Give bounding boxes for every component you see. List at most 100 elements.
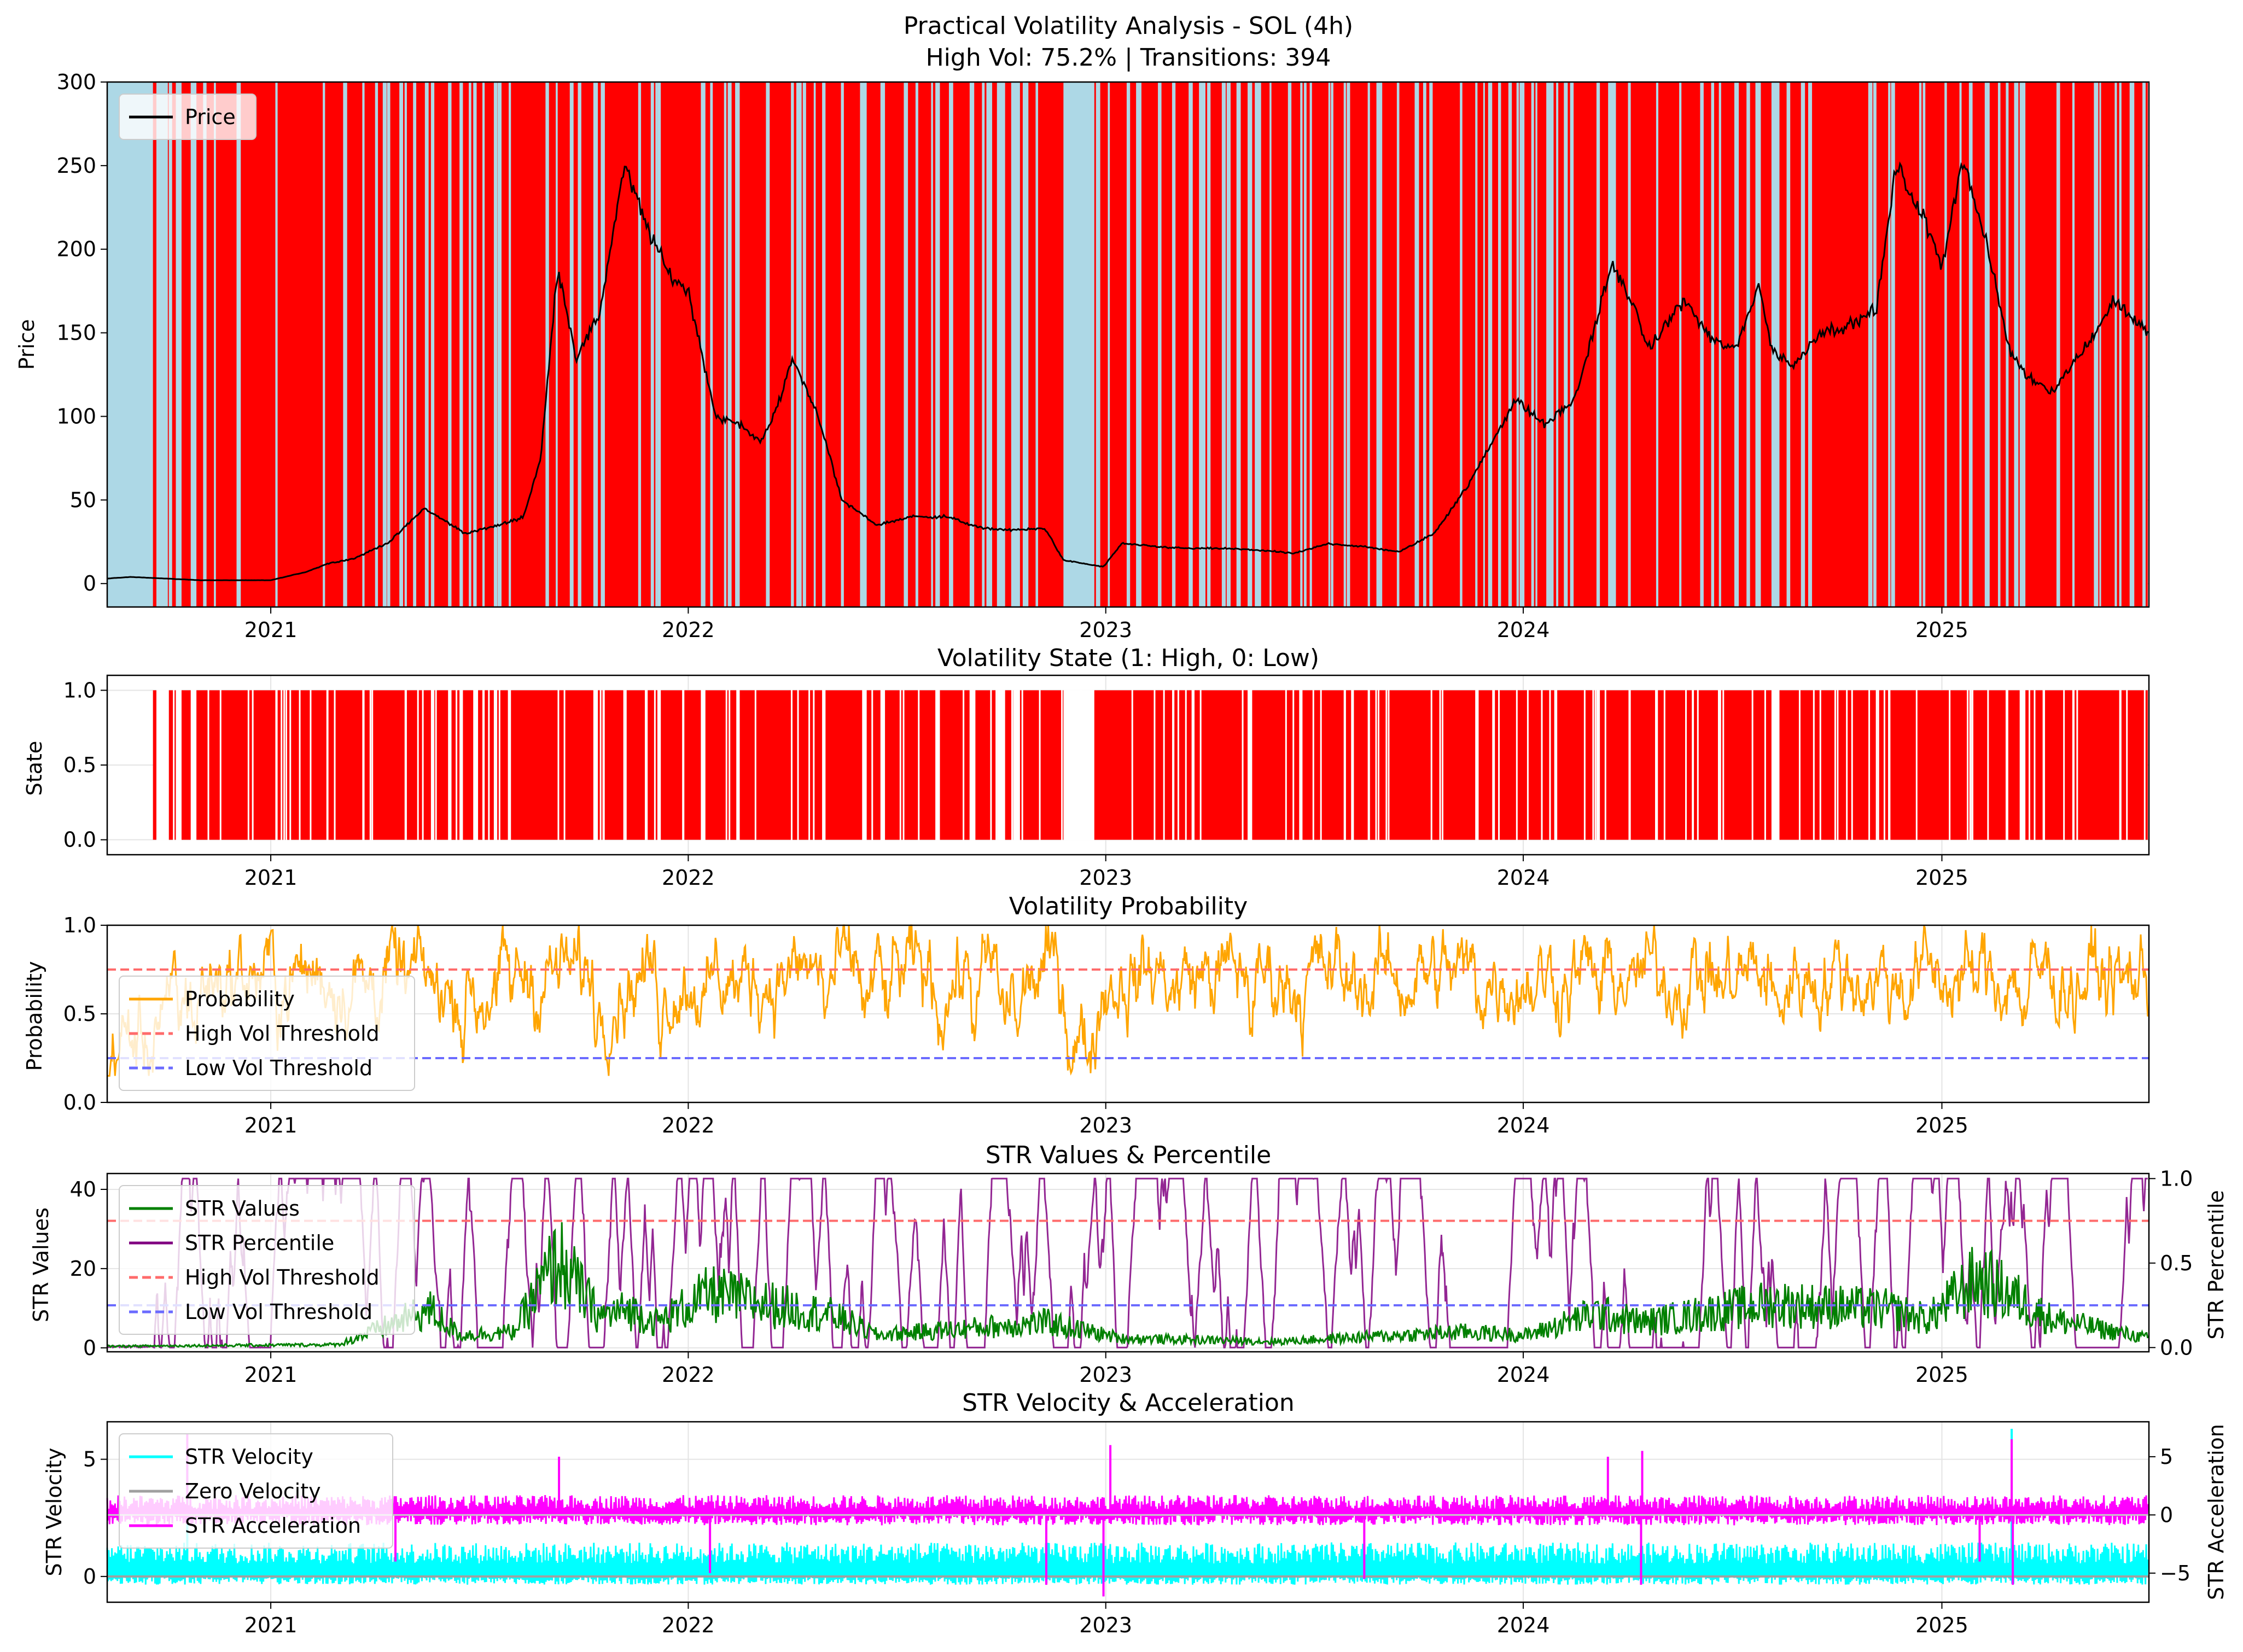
low-vol-flicker bbox=[710, 82, 713, 607]
low-state-flicker bbox=[508, 690, 510, 840]
low-state-flicker bbox=[1697, 690, 1699, 840]
low-vol-flicker bbox=[1755, 82, 1758, 607]
low-state-flicker bbox=[1242, 690, 1244, 840]
high-vol-span bbox=[181, 82, 191, 607]
high-vol-span bbox=[485, 82, 494, 607]
y-tick-label: 1.0 bbox=[63, 913, 96, 937]
low-state-flicker bbox=[654, 690, 656, 840]
low-state-flicker bbox=[326, 690, 328, 840]
low-state-flicker bbox=[813, 690, 815, 840]
low-vol-flicker bbox=[1613, 82, 1616, 607]
low-state-gap bbox=[1969, 690, 1972, 840]
low-vol-flicker bbox=[1808, 82, 1813, 607]
low-state-gap bbox=[493, 690, 498, 840]
state-shading bbox=[107, 82, 2148, 607]
x-tick-label: 2022 bbox=[662, 1363, 715, 1387]
low-state-flicker bbox=[1549, 690, 1551, 840]
low-vol-flicker bbox=[1570, 82, 1574, 607]
low-vol-flicker bbox=[1498, 82, 1501, 607]
high-vol-span bbox=[705, 82, 737, 607]
low-vol-flicker bbox=[860, 82, 863, 607]
high-vol-span bbox=[661, 82, 701, 607]
low-state-flicker bbox=[2063, 690, 2065, 840]
low-state-flicker bbox=[310, 690, 312, 840]
low-vol-flicker bbox=[1612, 82, 1615, 607]
low-state-flicker bbox=[683, 690, 685, 840]
low-vol-flicker bbox=[1891, 82, 1895, 607]
low-state-flicker bbox=[252, 690, 254, 840]
low-state-gap bbox=[1628, 690, 1631, 840]
low-vol-flicker bbox=[556, 82, 558, 607]
legend-label: Price bbox=[185, 105, 236, 129]
x-tick-label: 2022 bbox=[662, 866, 715, 890]
low-state-flicker bbox=[808, 690, 811, 840]
low-vol-flicker bbox=[813, 82, 816, 607]
legend-box bbox=[119, 94, 257, 140]
low-vol-flicker bbox=[545, 82, 549, 607]
low-vol-flicker bbox=[1022, 82, 1027, 607]
high-vol-span bbox=[1174, 82, 1248, 607]
low-vol-flicker bbox=[1788, 82, 1791, 607]
low-state-flicker bbox=[2143, 690, 2146, 840]
low-state-flicker bbox=[1185, 690, 1187, 840]
x-tick-label: 2022 bbox=[662, 1113, 715, 1137]
low-vol-flicker bbox=[1700, 82, 1704, 607]
legend-label: STR Velocity bbox=[185, 1445, 313, 1469]
low-state-flicker bbox=[1685, 690, 1687, 840]
low-vol-flicker bbox=[1331, 82, 1333, 607]
low-vol-flicker bbox=[1199, 82, 1203, 607]
low-vol-flicker bbox=[1746, 82, 1749, 607]
low-vol-flicker bbox=[1126, 82, 1131, 607]
str-values-line bbox=[106, 1222, 2149, 1349]
low-vol-flicker bbox=[797, 82, 802, 607]
low-state-flicker bbox=[1966, 690, 1968, 840]
high-vol-span bbox=[974, 82, 998, 607]
high-vol-span bbox=[196, 82, 276, 607]
low-vol-flicker bbox=[1011, 82, 1013, 607]
low-vol-flicker bbox=[399, 82, 403, 607]
y-tick-label: 0 bbox=[83, 1565, 96, 1589]
legend-box bbox=[119, 976, 415, 1091]
y-tick-label: 150 bbox=[56, 321, 96, 345]
low-state-gap bbox=[190, 690, 197, 840]
legend-label: Low Vol Threshold bbox=[185, 1300, 372, 1324]
low-state-flicker bbox=[371, 690, 374, 840]
low-vol-flicker bbox=[1423, 82, 1426, 607]
low-state-flicker bbox=[1320, 690, 1322, 840]
low-state-flicker bbox=[2006, 690, 2008, 840]
high-vol-span bbox=[1721, 82, 1772, 607]
low-state-flicker bbox=[299, 690, 301, 840]
x-tick-label: 2023 bbox=[1079, 1113, 1132, 1137]
low-state-flicker bbox=[1987, 690, 1989, 840]
high-vol-span bbox=[1005, 82, 1013, 607]
x-tick-label: 2022 bbox=[662, 618, 715, 642]
low-state-flicker bbox=[167, 690, 169, 840]
low-vol-flicker bbox=[168, 82, 172, 607]
low-vol-flicker bbox=[323, 82, 325, 607]
low-vol-flicker bbox=[413, 82, 416, 607]
low-state-flicker bbox=[1292, 690, 1295, 840]
low-vol-flicker bbox=[727, 82, 732, 607]
low-state-flicker bbox=[1604, 690, 1606, 840]
high-vol-span bbox=[1630, 82, 1719, 607]
panel-4-legend: STR Velocity Zero Velocity STR Acceleratio… bbox=[119, 1433, 393, 1549]
low-vol-flicker bbox=[915, 82, 918, 607]
high-vol-span bbox=[1890, 82, 1970, 607]
low-vol-flicker bbox=[382, 82, 387, 607]
low-state-flicker bbox=[623, 690, 625, 840]
low-vol-flicker bbox=[1997, 82, 2001, 607]
low-vol-flicker bbox=[1556, 82, 1559, 607]
probability-line bbox=[107, 924, 2149, 1077]
low-vol-flicker bbox=[1786, 82, 1790, 607]
low-state-flicker bbox=[1080, 690, 1082, 840]
high-vol-span bbox=[598, 82, 603, 607]
low-vol-flicker bbox=[214, 82, 216, 607]
low-state-flicker bbox=[422, 690, 424, 840]
low-vol-flicker bbox=[949, 82, 953, 607]
low-vol-flicker bbox=[1376, 82, 1380, 607]
low-vol-flicker bbox=[1139, 82, 1141, 607]
low-vol-flicker bbox=[424, 82, 429, 607]
panel-3-border: 2021 2022 2023 2024 2025 0 20 40 0.0 0.5 1.0 bbox=[70, 1166, 2193, 1387]
low-vol-flicker bbox=[1189, 82, 1193, 607]
low-state-flicker bbox=[1285, 690, 1287, 840]
